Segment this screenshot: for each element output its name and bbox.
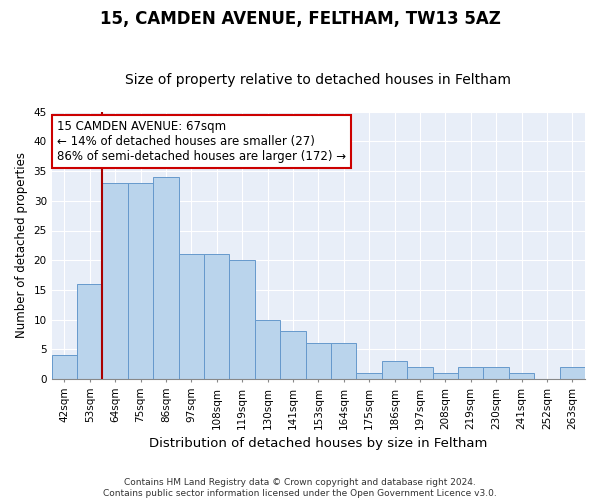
Bar xyxy=(280,332,305,379)
Bar xyxy=(331,344,356,379)
Text: 15, CAMDEN AVENUE, FELTHAM, TW13 5AZ: 15, CAMDEN AVENUE, FELTHAM, TW13 5AZ xyxy=(100,10,500,28)
Bar xyxy=(52,355,77,379)
Bar xyxy=(179,254,204,379)
Bar xyxy=(153,177,179,379)
Bar xyxy=(77,284,103,379)
Bar xyxy=(305,344,331,379)
Bar xyxy=(204,254,229,379)
Bar xyxy=(229,260,255,379)
Text: Contains HM Land Registry data © Crown copyright and database right 2024.
Contai: Contains HM Land Registry data © Crown c… xyxy=(103,478,497,498)
Bar xyxy=(458,367,484,379)
Bar xyxy=(356,373,382,379)
Bar xyxy=(407,367,433,379)
X-axis label: Distribution of detached houses by size in Feltham: Distribution of detached houses by size … xyxy=(149,437,488,450)
Bar xyxy=(255,320,280,379)
Bar xyxy=(103,183,128,379)
Title: Size of property relative to detached houses in Feltham: Size of property relative to detached ho… xyxy=(125,73,511,87)
Bar xyxy=(433,373,458,379)
Text: 15 CAMDEN AVENUE: 67sqm
← 14% of detached houses are smaller (27)
86% of semi-de: 15 CAMDEN AVENUE: 67sqm ← 14% of detache… xyxy=(57,120,346,163)
Bar xyxy=(560,367,585,379)
Bar xyxy=(128,183,153,379)
Bar xyxy=(509,373,534,379)
Y-axis label: Number of detached properties: Number of detached properties xyxy=(15,152,28,338)
Bar xyxy=(382,361,407,379)
Bar xyxy=(484,367,509,379)
